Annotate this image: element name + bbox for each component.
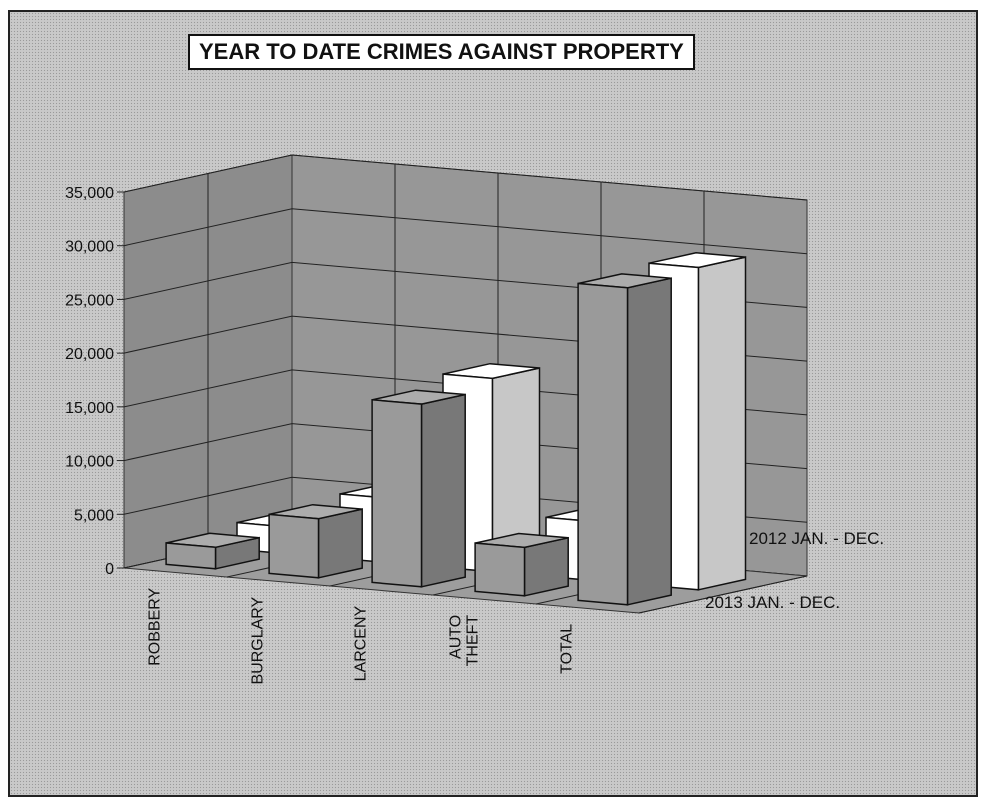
bar-2013-3	[474, 532, 569, 597]
y-tick-label: 30,000	[65, 239, 114, 256]
y-tick-label: 15,000	[65, 400, 114, 417]
x-category-label: TOTAL	[558, 624, 575, 674]
bar-front	[577, 282, 629, 606]
x-category-label-line: TOTAL	[558, 624, 575, 674]
bar-side	[626, 277, 672, 606]
series-label-2012: 2012 JAN. - DEC.	[749, 529, 884, 548]
series-labels: 2012 JAN. - DEC. 2013 JAN. - DEC.	[705, 529, 884, 612]
x-category-label: LARCENY	[352, 605, 369, 681]
y-tick-label: 0	[105, 561, 114, 578]
series-label-2013: 2013 JAN. - DEC.	[705, 593, 840, 612]
bar-2013-4	[577, 273, 672, 606]
x-category-label: AUTOTHEFT	[447, 615, 481, 667]
x-category-label-line: LARCENY	[352, 605, 369, 681]
y-tick-label: 5,000	[74, 507, 114, 524]
y-tick-label: 20,000	[65, 346, 114, 363]
x-category-label-line: THEFT	[464, 615, 481, 667]
x-category-label-line: BURGLARY	[249, 596, 266, 684]
bar-front	[165, 542, 217, 570]
x-category-label: BURGLARY	[249, 596, 266, 684]
bar-side	[420, 393, 466, 588]
bar-front	[371, 398, 423, 588]
bar-front	[268, 513, 320, 579]
gridline	[123, 154, 808, 201]
y-axis-tick-labels: 0 5,000 10,000 15,000 20,000 25,000 30,000 35,0…	[65, 185, 114, 578]
bar-2013-2	[371, 389, 466, 588]
x-category-label-line: AUTO	[447, 615, 464, 659]
gridline	[123, 208, 808, 255]
y-tick-label: 25,000	[65, 292, 114, 309]
x-category-label: ROBBERY	[146, 587, 163, 665]
chart-title: YEAR TO DATE CRIMES AGAINST PROPERTY	[188, 34, 695, 70]
bar-2013-0	[165, 532, 260, 570]
bar-front	[474, 542, 526, 597]
series-2013-bars	[165, 273, 672, 606]
bar-side	[317, 508, 363, 579]
y-tick-label: 35,000	[65, 185, 114, 202]
bar-side	[697, 256, 747, 591]
x-axis-category-labels: ROBBERY BURGLARY LARCENY AUTOTHEFT TOTAL	[146, 587, 575, 684]
x-category-label-line: ROBBERY	[146, 587, 163, 665]
floor-gridline	[638, 575, 808, 614]
bar-2013-1	[268, 503, 363, 579]
y-tick-label: 10,000	[65, 454, 114, 471]
